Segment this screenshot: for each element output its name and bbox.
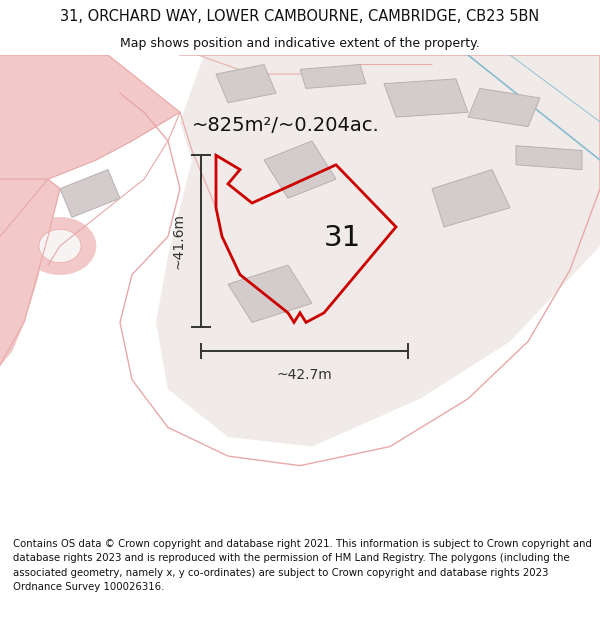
Text: ~41.6m: ~41.6m bbox=[172, 213, 186, 269]
Polygon shape bbox=[228, 265, 312, 322]
Text: Map shows position and indicative extent of the property.: Map shows position and indicative extent… bbox=[120, 38, 480, 51]
Text: 31, ORCHARD WAY, LOWER CAMBOURNE, CAMBRIDGE, CB23 5BN: 31, ORCHARD WAY, LOWER CAMBOURNE, CAMBRI… bbox=[61, 9, 539, 24]
Polygon shape bbox=[432, 169, 510, 227]
Polygon shape bbox=[0, 179, 60, 366]
Polygon shape bbox=[60, 169, 120, 217]
Text: Contains OS data © Crown copyright and database right 2021. This information is : Contains OS data © Crown copyright and d… bbox=[13, 539, 592, 592]
Text: ~42.7m: ~42.7m bbox=[277, 368, 332, 382]
Polygon shape bbox=[516, 146, 582, 169]
Polygon shape bbox=[300, 64, 366, 88]
Circle shape bbox=[39, 229, 81, 262]
Polygon shape bbox=[216, 64, 276, 102]
Polygon shape bbox=[384, 79, 468, 117]
Circle shape bbox=[24, 217, 96, 274]
Text: 31: 31 bbox=[323, 224, 361, 252]
Polygon shape bbox=[156, 55, 600, 446]
Text: ~825m²/~0.204ac.: ~825m²/~0.204ac. bbox=[192, 116, 380, 136]
Polygon shape bbox=[0, 55, 180, 236]
Polygon shape bbox=[264, 141, 336, 198]
Polygon shape bbox=[468, 88, 540, 127]
